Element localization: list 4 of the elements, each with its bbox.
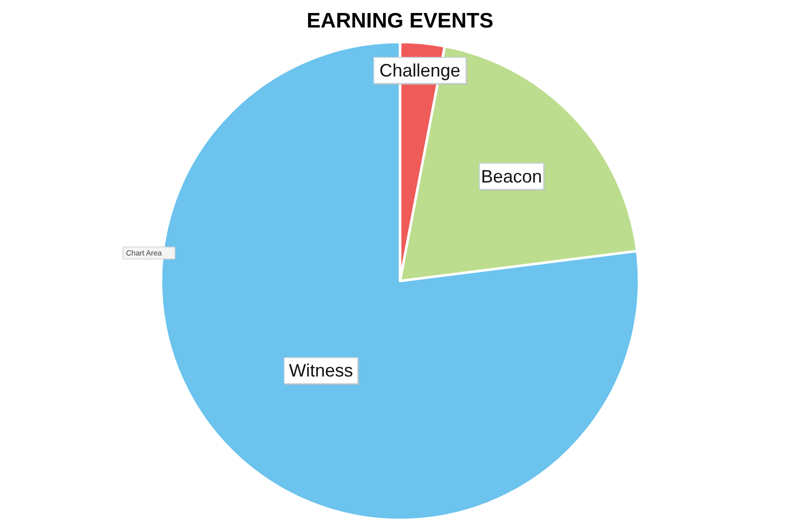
slice-label: Witness	[288, 360, 353, 381]
chart-title: EARNING EVENTS	[306, 10, 494, 32]
slice-label: Challenge	[379, 60, 460, 80]
slice-label: Beacon	[480, 166, 542, 186]
